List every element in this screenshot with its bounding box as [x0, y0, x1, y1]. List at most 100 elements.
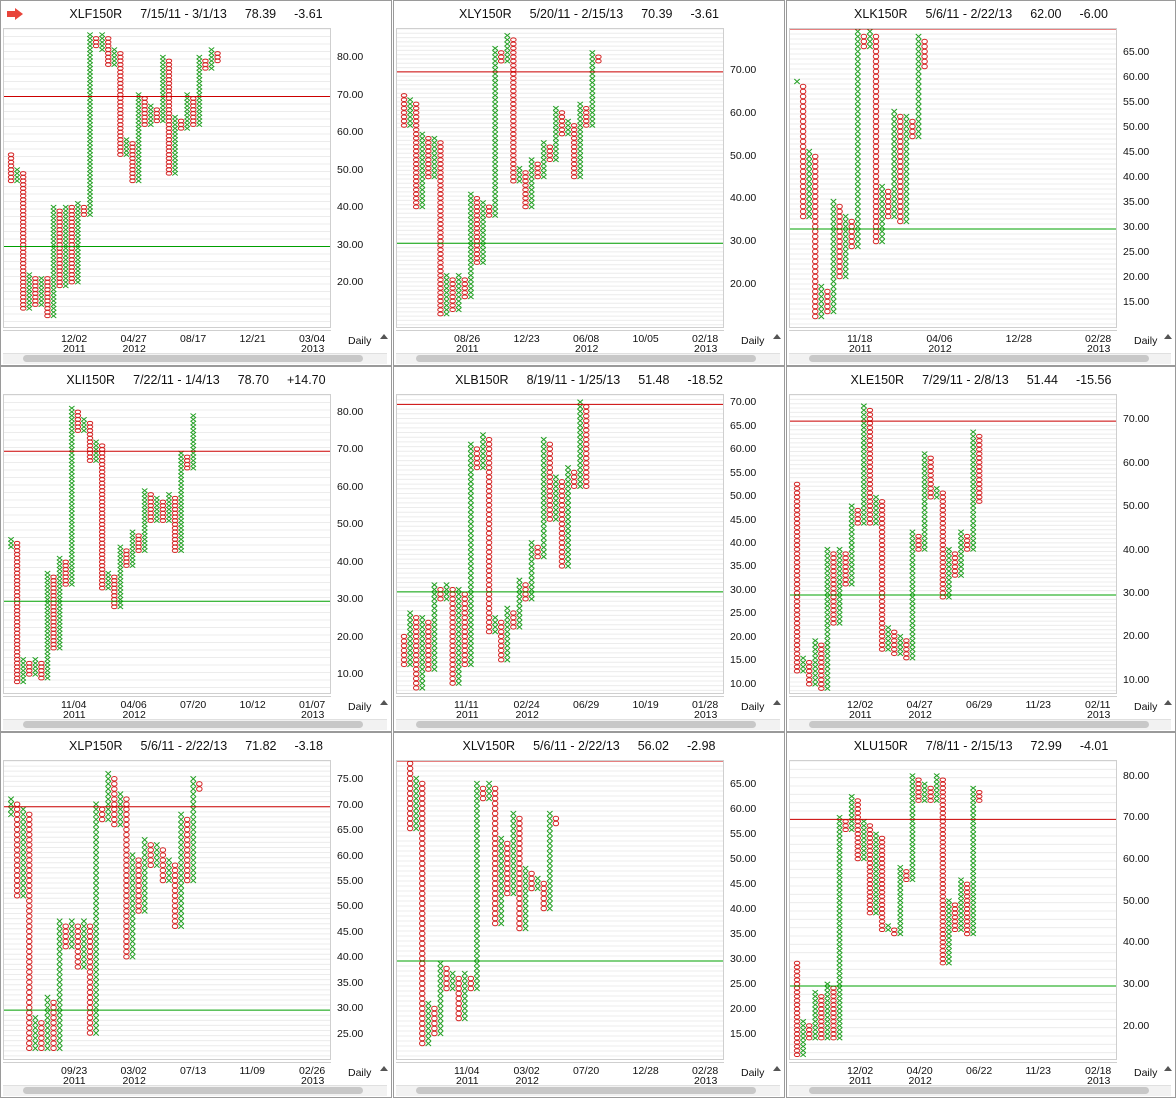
- interval-label[interactable]: Daily: [348, 701, 372, 713]
- interval-label[interactable]: Daily: [348, 1067, 372, 1079]
- x-box: [407, 652, 414, 658]
- o-box: [419, 785, 426, 792]
- o-column: [884, 188, 892, 220]
- interval-label[interactable]: Daily: [741, 335, 765, 347]
- o-box: [62, 923, 69, 929]
- o-box: [419, 840, 426, 847]
- o-box: [818, 646, 825, 652]
- horizontal-scrollbar[interactable]: [789, 719, 1171, 730]
- resize-caret-icon[interactable]: [772, 1062, 782, 1074]
- o-box: [412, 187, 420, 193]
- x-box: [117, 816, 124, 823]
- x-box: [522, 920, 529, 927]
- scrollbar-thumb[interactable]: [23, 1087, 363, 1094]
- o-box: [123, 893, 130, 899]
- scrollbar-thumb[interactable]: [23, 721, 363, 728]
- x-box: [461, 970, 468, 977]
- scrollbar-thumb[interactable]: [416, 355, 756, 362]
- x-box: [141, 540, 148, 546]
- x-tick-label: 10/05: [632, 333, 659, 345]
- x-box: [909, 633, 916, 639]
- interval-label[interactable]: Daily: [1134, 1067, 1158, 1079]
- o-box: [196, 781, 203, 787]
- chart-panel-xlu150r[interactable]: XLU150R 7/8/11 - 2/15/13 72.99 -4.01 20.00 30…: [786, 732, 1176, 1098]
- horizontal-scrollbar[interactable]: [789, 1085, 1171, 1096]
- resize-caret-icon[interactable]: [379, 696, 389, 708]
- x-box: [546, 900, 553, 907]
- resize-caret-icon[interactable]: [772, 696, 782, 708]
- o-box: [135, 882, 142, 889]
- x-box: [129, 857, 136, 864]
- resize-caret-icon[interactable]: [772, 330, 782, 342]
- o-box: [510, 174, 517, 180]
- o-box: [419, 1040, 426, 1047]
- o-box: [485, 516, 493, 522]
- horizontal-scrollbar[interactable]: [3, 719, 387, 730]
- x-tick-label: 04/06: [120, 699, 147, 711]
- y-tick-label: 30.00: [1123, 978, 1150, 990]
- o-box: [812, 258, 819, 265]
- x-box: [903, 168, 910, 175]
- chart-panel-xlv150r[interactable]: XLV150R 5/6/11 - 2/22/13 56.02 -2.98 15.00 20…: [393, 732, 785, 1098]
- o-box: [419, 855, 426, 862]
- horizontal-scrollbar[interactable]: [396, 1085, 780, 1096]
- chart-panel-xlf150r[interactable]: XLF150R 7/15/11 - 3/1/13 78.39 -3.61 20.00 30…: [0, 0, 392, 366]
- x-box: [824, 651, 831, 657]
- x-box: [945, 923, 952, 929]
- x-box: [854, 53, 861, 60]
- o-box: [425, 638, 432, 644]
- pnf-plot-area: [3, 394, 331, 694]
- x-box: [44, 656, 51, 662]
- chart-panel-xlp150r[interactable]: XLP150R 5/6/11 - 2/22/13 71.82 -3.18 25.00 30…: [0, 732, 392, 1098]
- resize-caret-icon[interactable]: [1163, 696, 1173, 708]
- scrollbar-thumb[interactable]: [416, 1087, 756, 1094]
- o-box: [123, 837, 130, 843]
- x-box: [171, 167, 179, 173]
- x-box: [93, 841, 100, 848]
- scrollbar-thumb[interactable]: [809, 721, 1149, 728]
- scrollbar-thumb[interactable]: [809, 355, 1149, 362]
- y-tick-label: 55.00: [1123, 96, 1150, 108]
- right-arrow-icon[interactable]: [7, 8, 23, 20]
- resize-caret-icon[interactable]: [1163, 1062, 1173, 1074]
- x-box: [897, 893, 904, 899]
- interval-label[interactable]: Daily: [1134, 335, 1158, 347]
- resize-caret-icon[interactable]: [1163, 330, 1173, 342]
- x-box: [836, 581, 843, 587]
- scrollbar-thumb[interactable]: [809, 1087, 1149, 1094]
- o-box: [848, 228, 855, 235]
- x-column: [842, 213, 849, 280]
- chart-panel-xle150r[interactable]: XLE150R 7/29/11 - 2/8/13 51.44 -15.56 10.00 2…: [786, 366, 1176, 732]
- horizontal-scrollbar[interactable]: [3, 353, 387, 364]
- resize-caret-icon[interactable]: [379, 330, 389, 342]
- o-box: [56, 216, 63, 221]
- chart-panel-xly150r[interactable]: XLY150R 5/20/11 - 2/15/13 70.39 -3.61 20.00 3…: [393, 0, 785, 366]
- interval-label[interactable]: Daily: [1134, 701, 1158, 713]
- interval-label[interactable]: Daily: [741, 1067, 765, 1079]
- o-box: [74, 424, 82, 430]
- x-box: [546, 850, 553, 857]
- x-box: [50, 283, 57, 289]
- interval-label[interactable]: Daily: [741, 701, 765, 713]
- horizontal-scrollbar[interactable]: [396, 353, 780, 364]
- interval-label[interactable]: Daily: [348, 335, 372, 347]
- o-box: [38, 1045, 45, 1052]
- chart-panel-xlb150r[interactable]: XLB150R 8/19/11 - 1/25/13 51.48 -18.52 10.00…: [393, 366, 785, 732]
- o-box: [939, 831, 947, 837]
- o-box: [56, 264, 63, 270]
- scrollbar-thumb[interactable]: [23, 355, 363, 362]
- o-box: [196, 786, 203, 792]
- horizontal-scrollbar[interactable]: [396, 719, 780, 730]
- x-box: [455, 661, 462, 668]
- horizontal-scrollbar[interactable]: [789, 353, 1171, 364]
- scrollbar-thumb[interactable]: [416, 721, 756, 728]
- horizontal-scrollbar[interactable]: [3, 1085, 387, 1096]
- resize-caret-icon[interactable]: [379, 1062, 389, 1074]
- o-box: [558, 493, 566, 499]
- x-box: [818, 293, 825, 300]
- x-box: [50, 219, 57, 225]
- o-box: [497, 619, 505, 625]
- chart-panel-xlk150r[interactable]: XLK150R 5/6/11 - 2/22/13 62.00 -6.00 15.00 20…: [786, 0, 1176, 366]
- chart-panel-xli150r[interactable]: XLI150R 7/22/11 - 1/4/13 78.70 +14.70 10.00 2…: [0, 366, 392, 732]
- x-axis: 08/26 2011 12/23 06/08 2012 10/05 02/18 2013: [396, 330, 724, 355]
